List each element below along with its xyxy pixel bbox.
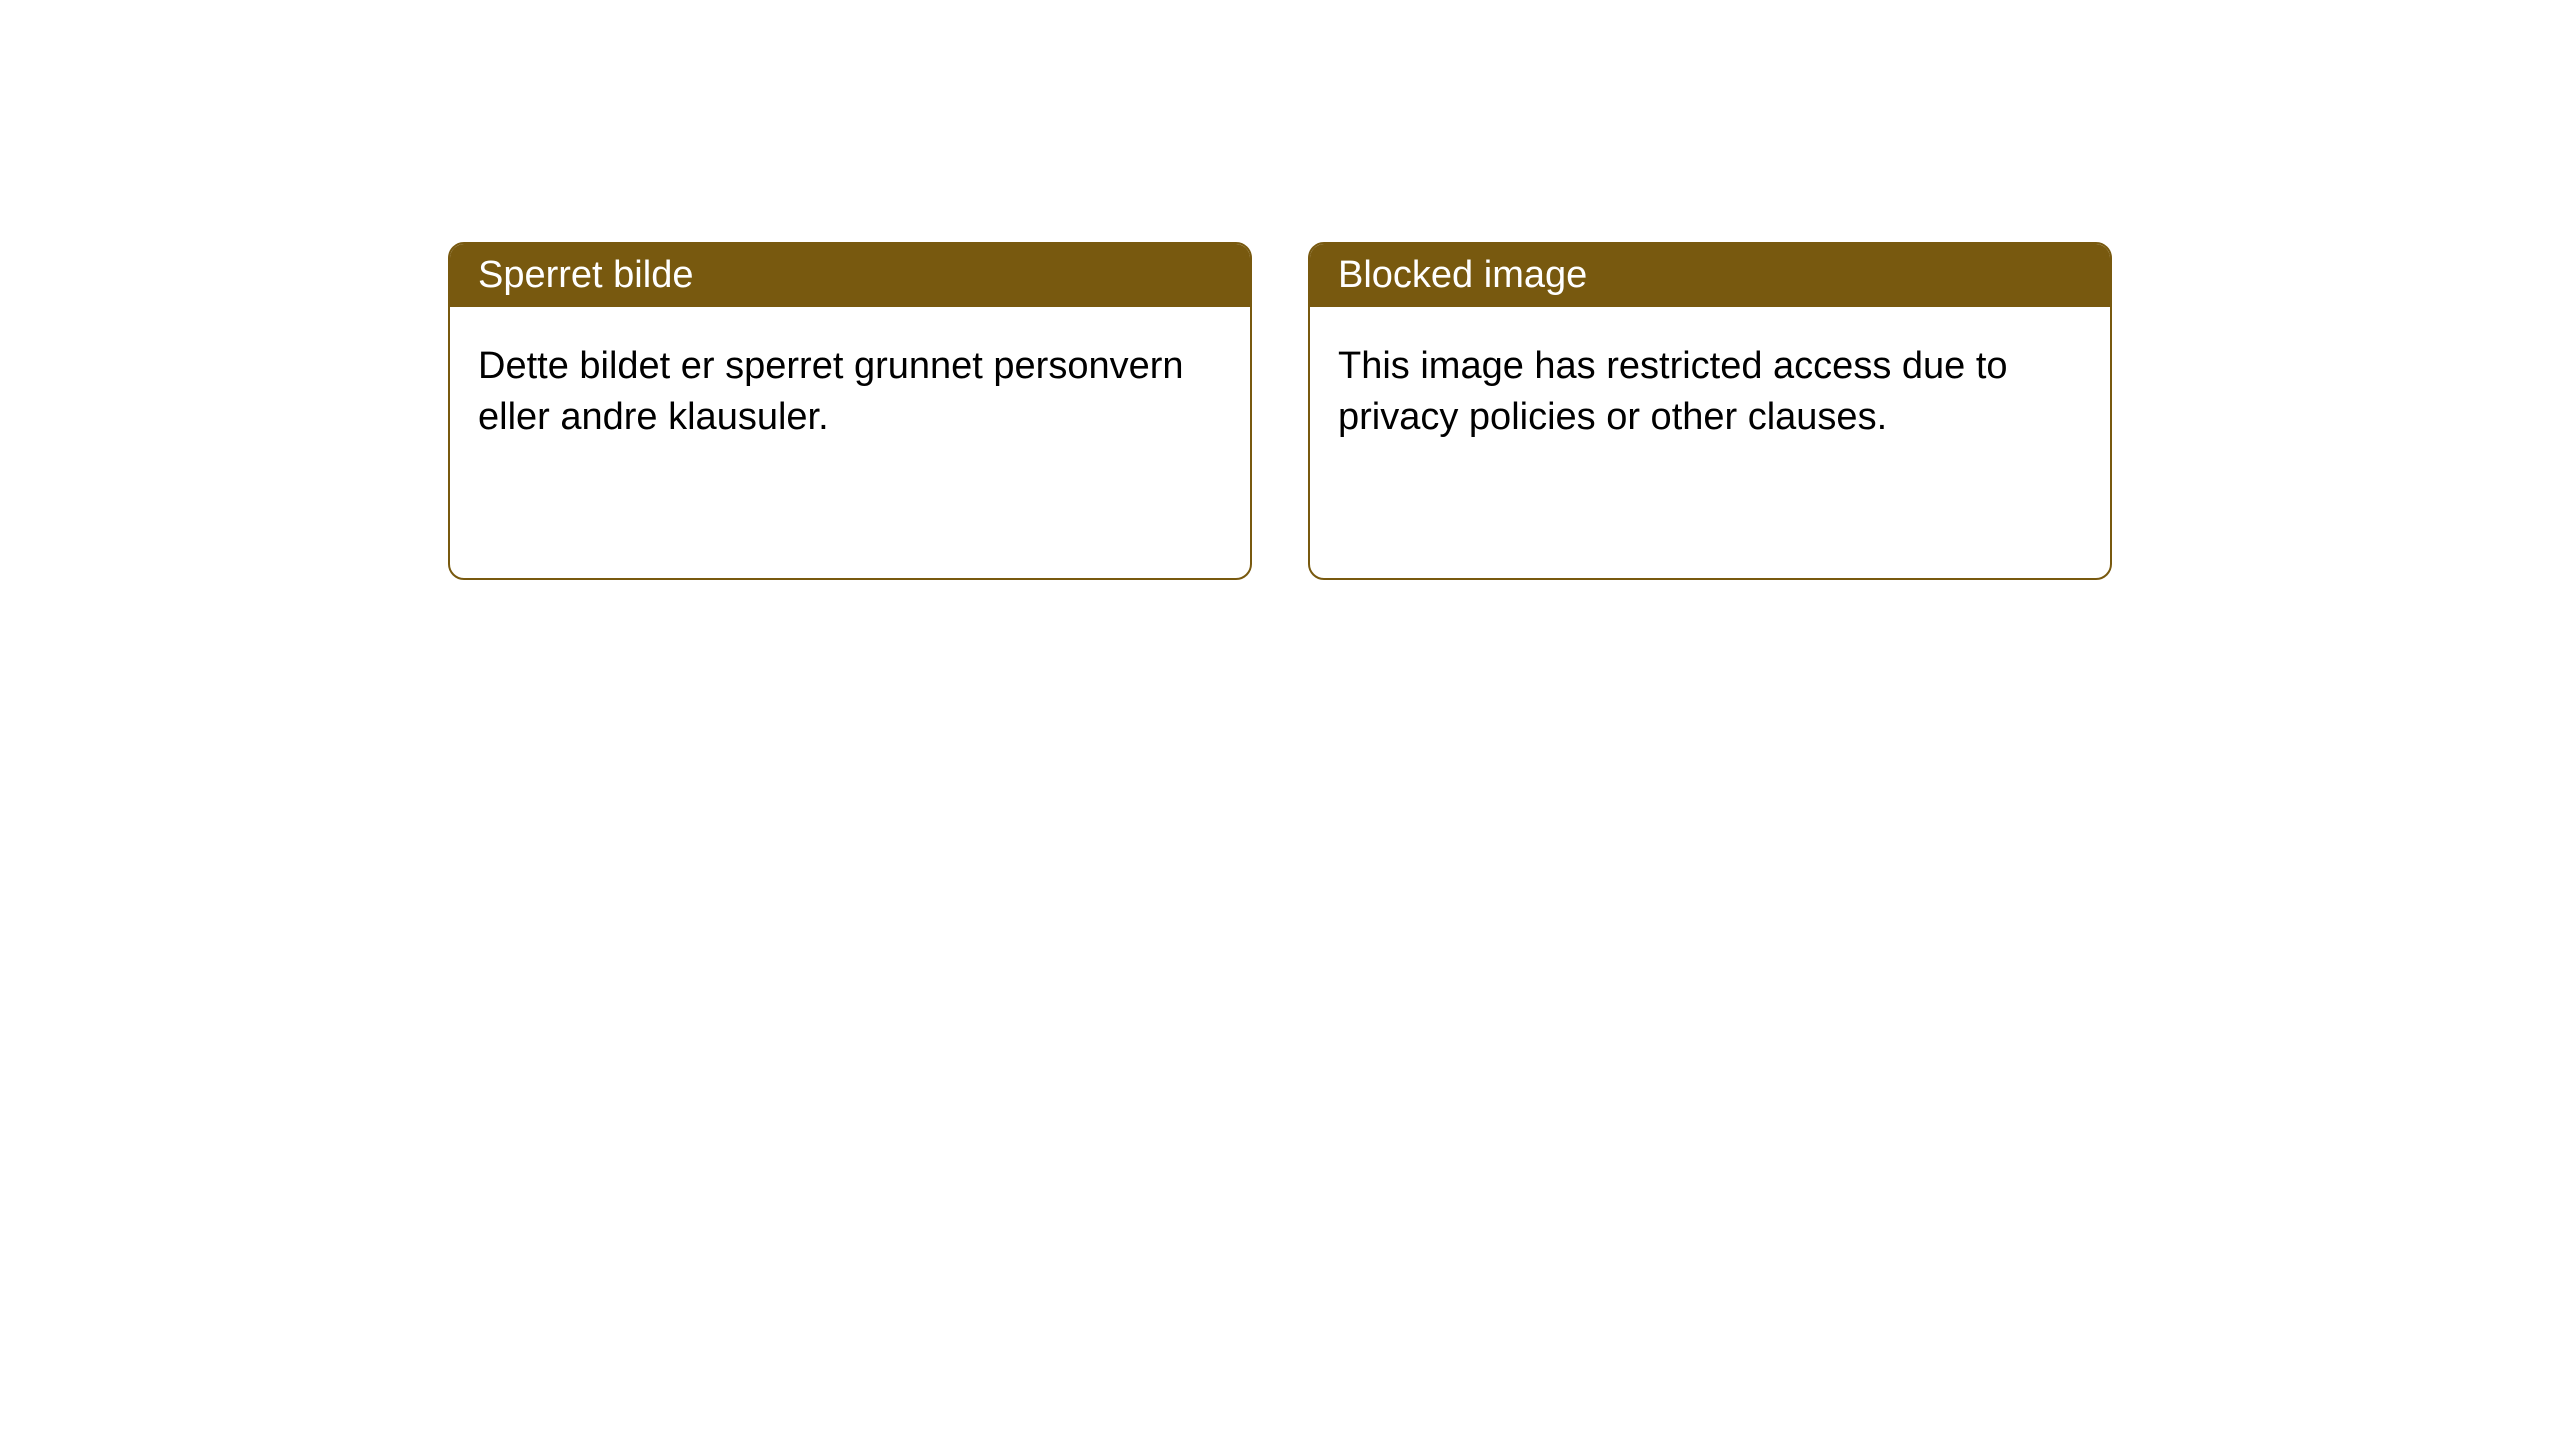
notice-card-en: Blocked image This image has restricted … [1308, 242, 2112, 580]
notice-container: Sperret bilde Dette bildet er sperret gr… [0, 0, 2560, 580]
card-body: Dette bildet er sperret grunnet personve… [450, 307, 1250, 478]
card-body: This image has restricted access due to … [1310, 307, 2110, 478]
notice-card-no: Sperret bilde Dette bildet er sperret gr… [448, 242, 1252, 580]
card-header: Sperret bilde [450, 244, 1250, 307]
card-header: Blocked image [1310, 244, 2110, 307]
